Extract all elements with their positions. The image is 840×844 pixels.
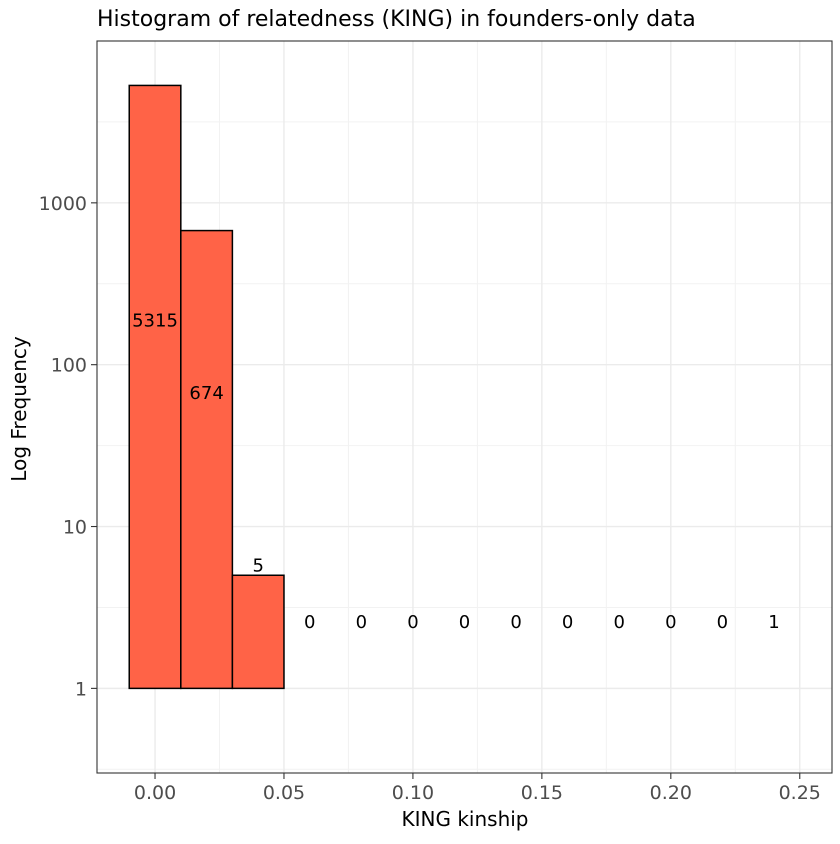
y-tick-label: 1000 [39,193,87,215]
histogram-bar [231,574,285,690]
bar-count-label: 5 [252,555,263,576]
histogram-bar [180,229,234,690]
x-tick-label: 0.05 [263,782,305,804]
bar-count-label: 0 [614,612,625,633]
panel-border [96,40,833,774]
x-axis-title: KING kinship [402,807,529,831]
y-tick-label: 1 [75,678,87,700]
bar-count-label: 0 [304,612,315,633]
x-tick-label: 0.00 [134,782,176,804]
bar-count-labels: 5315 674 5 0 0 0 0 0 0 0 0 0 1 [132,310,780,632]
bar-count-label: 0 [407,612,418,633]
bar-count-label: 0 [562,612,573,633]
bar-count-label: 674 [189,383,223,404]
bar-count-label: 0 [356,612,367,633]
x-tick-label: 0.20 [650,782,692,804]
y-tick-label: 10 [63,517,87,539]
y-tick-label: 100 [51,355,87,377]
bar-count-label: 0 [717,612,728,633]
x-tick-label: 0.25 [779,782,821,804]
histogram-bar [128,84,182,690]
y-axis-title: Log Frequency [7,336,31,482]
bar-count-label: 5315 [132,310,178,331]
x-tick-label: 0.15 [521,782,563,804]
bar-count-label: 0 [510,612,521,633]
bar-count-label: 0 [459,612,470,633]
x-tick-label: 0.10 [392,782,434,804]
chart-title: Histogram of relatedness (KING) in found… [97,7,696,32]
bars [128,84,285,690]
bar-count-label: 0 [665,612,676,633]
bar-count-label: 1 [768,612,779,633]
